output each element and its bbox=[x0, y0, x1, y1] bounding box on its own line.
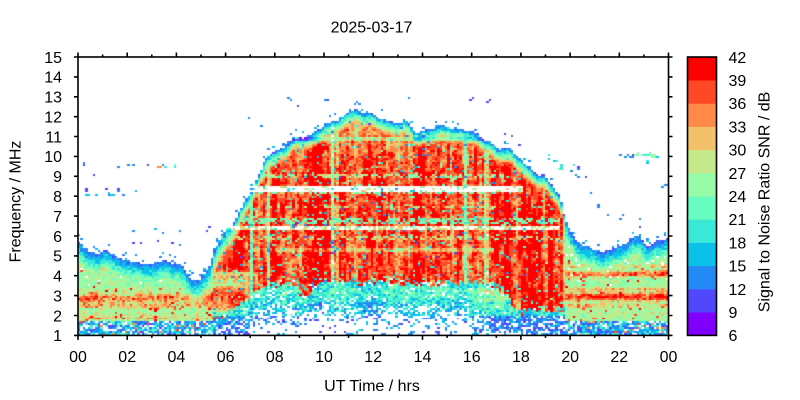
svg-text:Signal to Noise Ratio SNR / dB: Signal to Noise Ratio SNR / dB bbox=[757, 92, 774, 313]
svg-text:Frequency / MHz: Frequency / MHz bbox=[8, 141, 25, 263]
svg-text:21: 21 bbox=[729, 212, 747, 229]
svg-text:04: 04 bbox=[168, 349, 186, 366]
svg-text:27: 27 bbox=[729, 166, 747, 183]
svg-text:9: 9 bbox=[729, 305, 738, 322]
svg-text:18: 18 bbox=[729, 235, 747, 252]
svg-text:10: 10 bbox=[44, 149, 62, 166]
svg-text:5: 5 bbox=[53, 249, 62, 266]
svg-text:14: 14 bbox=[414, 349, 432, 366]
svg-text:16: 16 bbox=[463, 349, 481, 366]
svg-text:24: 24 bbox=[729, 189, 747, 206]
svg-text:12: 12 bbox=[44, 110, 62, 127]
svg-text:6: 6 bbox=[729, 328, 738, 345]
svg-text:36: 36 bbox=[729, 96, 747, 113]
svg-text:06: 06 bbox=[217, 349, 235, 366]
svg-text:18: 18 bbox=[512, 349, 530, 366]
svg-text:14: 14 bbox=[44, 70, 62, 87]
svg-text:22: 22 bbox=[610, 349, 628, 366]
svg-text:00: 00 bbox=[660, 349, 678, 366]
svg-text:12: 12 bbox=[729, 282, 747, 299]
svg-text:13: 13 bbox=[44, 90, 62, 107]
svg-text:08: 08 bbox=[266, 349, 284, 366]
svg-text:02: 02 bbox=[118, 349, 136, 366]
svg-text:20: 20 bbox=[561, 349, 579, 366]
svg-text:15: 15 bbox=[44, 50, 62, 67]
svg-text:9: 9 bbox=[53, 169, 62, 186]
svg-text:39: 39 bbox=[729, 73, 747, 90]
svg-text:4: 4 bbox=[53, 269, 62, 286]
svg-text:7: 7 bbox=[53, 209, 62, 226]
svg-text:42: 42 bbox=[729, 50, 747, 67]
svg-text:30: 30 bbox=[729, 143, 747, 160]
svg-text:11: 11 bbox=[45, 129, 62, 146]
svg-text:3: 3 bbox=[53, 288, 62, 305]
svg-text:15: 15 bbox=[729, 259, 747, 276]
svg-text:00: 00 bbox=[69, 349, 87, 366]
svg-text:2: 2 bbox=[53, 308, 62, 325]
svg-text:UT Time / hrs: UT Time / hrs bbox=[324, 378, 420, 395]
svg-text:6: 6 bbox=[53, 229, 62, 246]
svg-text:2025-03-17: 2025-03-17 bbox=[331, 20, 413, 37]
svg-text:33: 33 bbox=[729, 119, 747, 136]
svg-text:12: 12 bbox=[364, 349, 382, 366]
svg-text:1: 1 bbox=[53, 328, 62, 345]
svg-text:8: 8 bbox=[53, 189, 62, 206]
svg-text:10: 10 bbox=[315, 349, 333, 366]
